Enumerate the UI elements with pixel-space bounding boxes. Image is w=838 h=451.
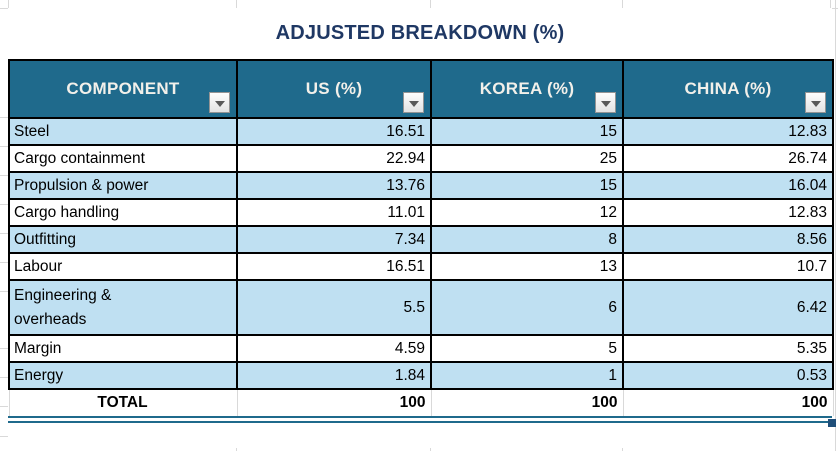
cell-china[interactable]: 0.53 [622,361,834,390]
filter-dropdown-button[interactable] [595,92,616,113]
table-row: Outfitting 7.34 8 8.56 [8,225,834,254]
cell-china[interactable]: 8.56 [622,225,834,254]
gridline [0,348,8,349]
cell-korea[interactable]: 8 [430,225,624,254]
cell-korea[interactable]: 13 [430,252,624,281]
cell-korea[interactable]: 15 [430,171,624,200]
table-row: Energy 1.84 1 0.53 [8,361,834,390]
filter-dropdown-button[interactable] [805,92,826,113]
cell-korea[interactable]: 1 [430,361,624,390]
column-header-label: KOREA (%) [479,79,575,98]
column-header-china[interactable]: CHINA (%) [622,59,834,119]
cell-component[interactable]: Cargo handling [8,198,238,227]
gridline [430,448,431,451]
gridline [0,117,8,118]
column-header-component[interactable]: COMPONENT [8,59,238,119]
gridline [0,436,8,437]
cell-korea[interactable]: 5 [430,334,624,363]
table-row: Labour 16.51 13 10.7 [8,252,834,281]
cell-component[interactable]: Outfitting [8,225,238,254]
cell-us[interactable]: 16.51 [236,117,432,146]
fill-handle[interactable] [828,419,836,427]
total-china-cell[interactable]: 100 [622,388,834,416]
chevron-down-icon [214,100,225,107]
gridline [0,146,8,147]
cell-component[interactable]: Margin [8,334,238,363]
column-header-label: CHINA (%) [684,79,772,98]
breakdown-table: COMPONENT US (%) KOREA (%) CHINA (%) [8,59,836,427]
column-header-label: COMPONENT [66,79,180,98]
cell-us[interactable]: 5.5 [236,279,432,336]
table-row: Steel 16.51 15 12.83 [8,117,834,146]
cell-us[interactable]: 13.76 [236,171,432,200]
filter-dropdown-button[interactable] [209,92,230,113]
total-row: TOTAL 100 100 100 [8,388,834,416]
total-double-border [8,416,832,423]
cell-korea[interactable]: 15 [430,117,624,146]
cell-us[interactable]: 1.84 [236,361,432,390]
table-row: Engineering & overheads 5.5 6 6.42 [8,279,834,336]
table-row: Cargo containment 22.94 25 26.74 [8,144,834,173]
cell-korea[interactable]: 6 [430,279,624,336]
header-row: COMPONENT US (%) KOREA (%) CHINA (%) [8,59,834,119]
gridline [622,0,623,8]
column-header-us[interactable]: US (%) [236,59,432,119]
cell-china[interactable]: 16.04 [622,171,834,200]
table-row: Propulsion & power 13.76 15 16.04 [8,171,834,200]
gridline [0,204,8,205]
gridline [236,448,237,451]
cell-china[interactable]: 12.83 [622,198,834,227]
cell-china[interactable]: 10.7 [622,252,834,281]
cell-us[interactable]: 11.01 [236,198,432,227]
gridline [430,0,431,8]
cell-component[interactable]: Labour [8,252,238,281]
chevron-down-icon [600,100,611,107]
gridline [0,262,8,263]
cell-component[interactable]: Propulsion & power [8,171,238,200]
cell-korea[interactable]: 25 [430,144,624,173]
cell-component[interactable]: Energy [8,361,238,390]
cell-china[interactable]: 5.35 [622,334,834,363]
cell-us[interactable]: 22.94 [236,144,432,173]
column-header-label: US (%) [305,79,363,98]
gridline [622,448,623,451]
chevron-down-icon [810,100,821,107]
cell-china[interactable]: 26.74 [622,144,834,173]
gridline [835,0,836,451]
gridline [0,291,8,292]
cell-china[interactable]: 12.83 [622,117,834,146]
gridline [0,175,8,176]
table-row: Cargo handling 11.01 12 12.83 [8,198,834,227]
cell-us[interactable]: 16.51 [236,252,432,281]
cell-component[interactable]: Engineering & overheads [8,279,238,336]
gridline [236,0,237,8]
cell-korea[interactable]: 12 [430,198,624,227]
gridline [0,377,8,378]
cell-us[interactable]: 7.34 [236,225,432,254]
cell-component[interactable]: Cargo containment [8,144,238,173]
total-us-cell[interactable]: 100 [236,388,431,416]
column-header-korea[interactable]: KOREA (%) [430,59,624,119]
cell-component[interactable]: Steel [8,117,238,146]
filter-dropdown-button[interactable] [403,92,424,113]
gridline [0,233,8,234]
table-row: Margin 4.59 5 5.35 [8,334,834,363]
total-label-cell[interactable]: TOTAL [8,388,237,416]
cell-us[interactable]: 4.59 [236,334,432,363]
chevron-down-icon [408,100,419,107]
cell-china[interactable]: 6.42 [622,279,834,336]
gridline [0,406,8,407]
total-korea-cell[interactable]: 100 [430,388,623,416]
table-title[interactable]: ADJUSTED BREAKDOWN (%) [8,8,832,59]
